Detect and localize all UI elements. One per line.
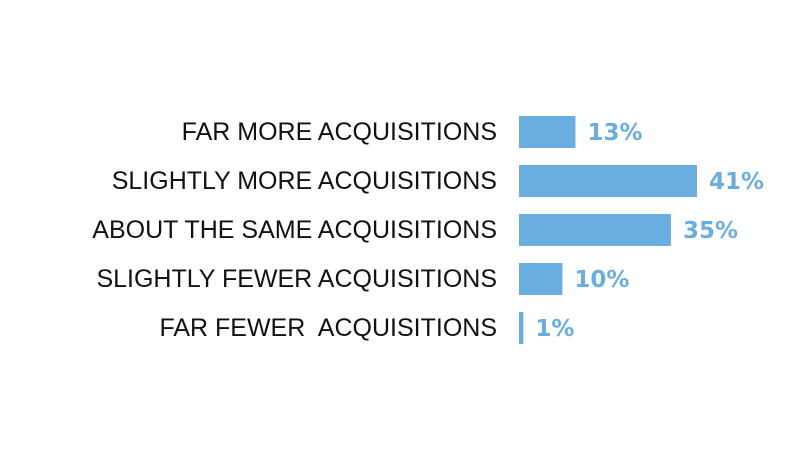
category-label: SLIGHTLY MORE ACQUISITIONS: [112, 167, 497, 195]
category-label: FAR MORE ACQUISITIONS: [182, 118, 497, 146]
category-label: FAR FEWER ACQUISITIONS: [159, 314, 497, 342]
value-label: 13%: [587, 120, 642, 146]
category-label: ABOUT THE SAME ACQUISITIONS: [92, 216, 497, 244]
value-label: 41%: [709, 169, 764, 195]
category-label: SLIGHTLY FEWER ACQUISITIONS: [96, 265, 497, 293]
category-labels: FAR MORE ACQUISITIONS SLIGHTLY MORE ACQUI…: [92, 118, 497, 342]
bar: [519, 263, 563, 295]
value-label: 10%: [574, 267, 629, 293]
bars: [519, 116, 697, 344]
value-label: 35%: [683, 218, 738, 244]
bar: [519, 165, 697, 197]
value-labels: 13% 41% 35% 10%1%: [535, 120, 764, 342]
value-label: 1%: [535, 316, 574, 342]
bar: [519, 214, 671, 246]
bar: [519, 116, 576, 148]
bar: [519, 312, 524, 344]
